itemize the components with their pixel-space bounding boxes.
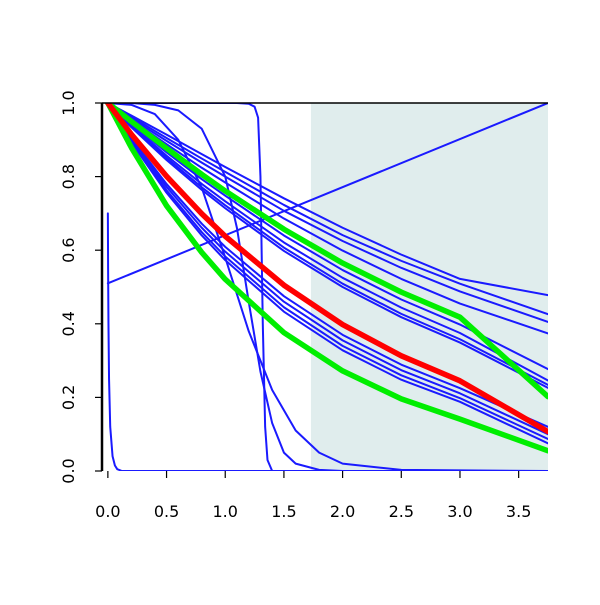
series-line-7 [106,103,548,389]
shaded-region [310,103,548,471]
x-tick-label: 2.5 [389,502,414,521]
x-tick-label: 0.0 [95,502,120,521]
series-line-2 [106,103,548,297]
x-tick-label: 0.5 [154,502,179,521]
y-tick-label: 0.0 [59,458,78,483]
y-tick-label: 0.4 [59,311,78,336]
series-line-0 [106,103,548,316]
y-tick-label: 0.8 [59,164,78,189]
series-line-6 [106,103,548,386]
series-layer [105,103,548,471]
x-tick-label: 3.0 [447,502,472,521]
x-tick-label: 1.5 [271,502,296,521]
y-tick-label: 0.6 [59,237,78,262]
series-line-14 [106,103,548,471]
x-tick-label: 3.5 [506,502,531,521]
series-line-8 [106,103,548,428]
series-line-11 [106,103,548,445]
x-axis: 0.0 0.5 1.0 1.5 2.0 2.5 3.0 3.5 [95,471,531,521]
y-tick-label: 0.2 [59,385,78,410]
x-tick-label: 2.0 [330,502,355,521]
shaded-region-layer [310,103,548,471]
series-line-1 [106,103,548,323]
y-axis: 0.0 0.2 0.4 0.6 0.8 1.0 [59,90,102,484]
series-line-17 [105,103,548,400]
axes-layer [100,102,548,471]
series-line-9 [106,103,548,436]
series-line-19 [105,103,548,435]
series-line-16 [106,103,548,285]
series-line-18 [105,103,548,454]
series-line-12 [106,103,548,471]
series-line-15 [106,212,548,471]
series-line-5 [106,103,548,382]
series-line-10 [106,103,548,440]
x-tick-label: 1.0 [213,502,238,521]
y-tick-label: 1.0 [59,90,78,115]
